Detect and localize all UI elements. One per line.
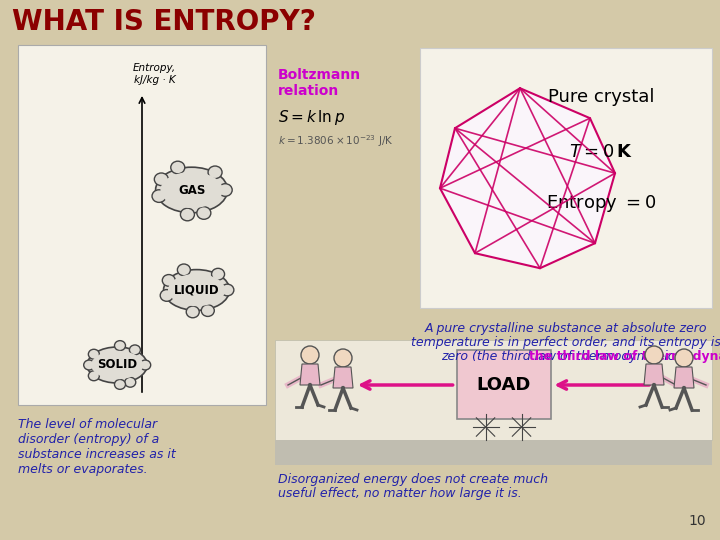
FancyBboxPatch shape xyxy=(420,48,712,308)
Ellipse shape xyxy=(163,269,230,310)
Polygon shape xyxy=(333,367,353,388)
Ellipse shape xyxy=(89,349,99,359)
Text: Disorganized energy does not create much: Disorganized energy does not create much xyxy=(278,473,548,486)
Ellipse shape xyxy=(89,371,99,381)
Text: the third law of thermodynamics: the third law of thermodynamics xyxy=(529,350,720,363)
FancyBboxPatch shape xyxy=(18,45,266,405)
Circle shape xyxy=(334,349,352,367)
Ellipse shape xyxy=(171,161,185,174)
Text: LOAD: LOAD xyxy=(477,375,531,394)
Text: Boltzmann
relation: Boltzmann relation xyxy=(278,68,361,98)
Text: Entropy,
kJ/kg · K: Entropy, kJ/kg · K xyxy=(132,63,176,85)
Ellipse shape xyxy=(154,173,168,186)
Text: A pure crystalline substance at absolute zero: A pure crystalline substance at absolute… xyxy=(425,322,707,335)
Ellipse shape xyxy=(140,360,150,370)
Ellipse shape xyxy=(212,268,225,280)
Ellipse shape xyxy=(156,167,228,213)
Text: $S = k\,\ln p$: $S = k\,\ln p$ xyxy=(278,108,345,127)
Text: $k = 1.3806 \times 10^{-23}$ J/K: $k = 1.3806 \times 10^{-23}$ J/K xyxy=(278,133,394,149)
FancyBboxPatch shape xyxy=(456,350,551,419)
Ellipse shape xyxy=(87,347,147,383)
Text: $T = 0\,\mathbf{K}$: $T = 0\,\mathbf{K}$ xyxy=(569,143,633,161)
Polygon shape xyxy=(644,364,664,385)
Ellipse shape xyxy=(181,208,194,221)
Ellipse shape xyxy=(208,166,222,179)
FancyBboxPatch shape xyxy=(275,340,712,440)
Ellipse shape xyxy=(130,345,140,355)
Text: WHAT IS ENTROPY?: WHAT IS ENTROPY? xyxy=(12,8,316,36)
Ellipse shape xyxy=(202,305,215,316)
Text: SOLID: SOLID xyxy=(97,359,138,372)
Ellipse shape xyxy=(152,190,166,202)
Text: 10: 10 xyxy=(688,514,706,528)
Ellipse shape xyxy=(114,341,125,350)
Text: LIQUID: LIQUID xyxy=(174,284,220,296)
Text: The level of molecular
disorder (entropy) of a
substance increases as it
melts o: The level of molecular disorder (entropy… xyxy=(18,418,176,476)
Ellipse shape xyxy=(91,351,143,379)
Text: temperature is in perfect order, and its entropy is: temperature is in perfect order, and its… xyxy=(411,336,720,349)
Ellipse shape xyxy=(161,289,174,301)
Text: zero (the third law of thermodynamics).: zero (the third law of thermodynamics). xyxy=(441,350,690,363)
Ellipse shape xyxy=(161,172,222,208)
Ellipse shape xyxy=(197,207,211,219)
Ellipse shape xyxy=(162,274,175,286)
FancyBboxPatch shape xyxy=(275,440,712,465)
Circle shape xyxy=(675,349,693,367)
Ellipse shape xyxy=(177,264,190,276)
Ellipse shape xyxy=(114,380,125,389)
Text: useful effect, no matter how large it is.: useful effect, no matter how large it is… xyxy=(278,487,522,500)
Ellipse shape xyxy=(84,360,95,370)
Polygon shape xyxy=(440,88,615,268)
Circle shape xyxy=(645,346,663,364)
Text: GAS: GAS xyxy=(178,184,205,197)
Polygon shape xyxy=(300,364,320,385)
Ellipse shape xyxy=(168,274,225,306)
Circle shape xyxy=(301,346,319,364)
Ellipse shape xyxy=(218,184,232,197)
Ellipse shape xyxy=(221,284,234,296)
Polygon shape xyxy=(674,367,694,388)
Text: Entropy $= 0$: Entropy $= 0$ xyxy=(546,193,656,214)
Ellipse shape xyxy=(125,377,136,387)
Ellipse shape xyxy=(186,306,199,318)
Text: Pure crystal: Pure crystal xyxy=(548,88,654,106)
